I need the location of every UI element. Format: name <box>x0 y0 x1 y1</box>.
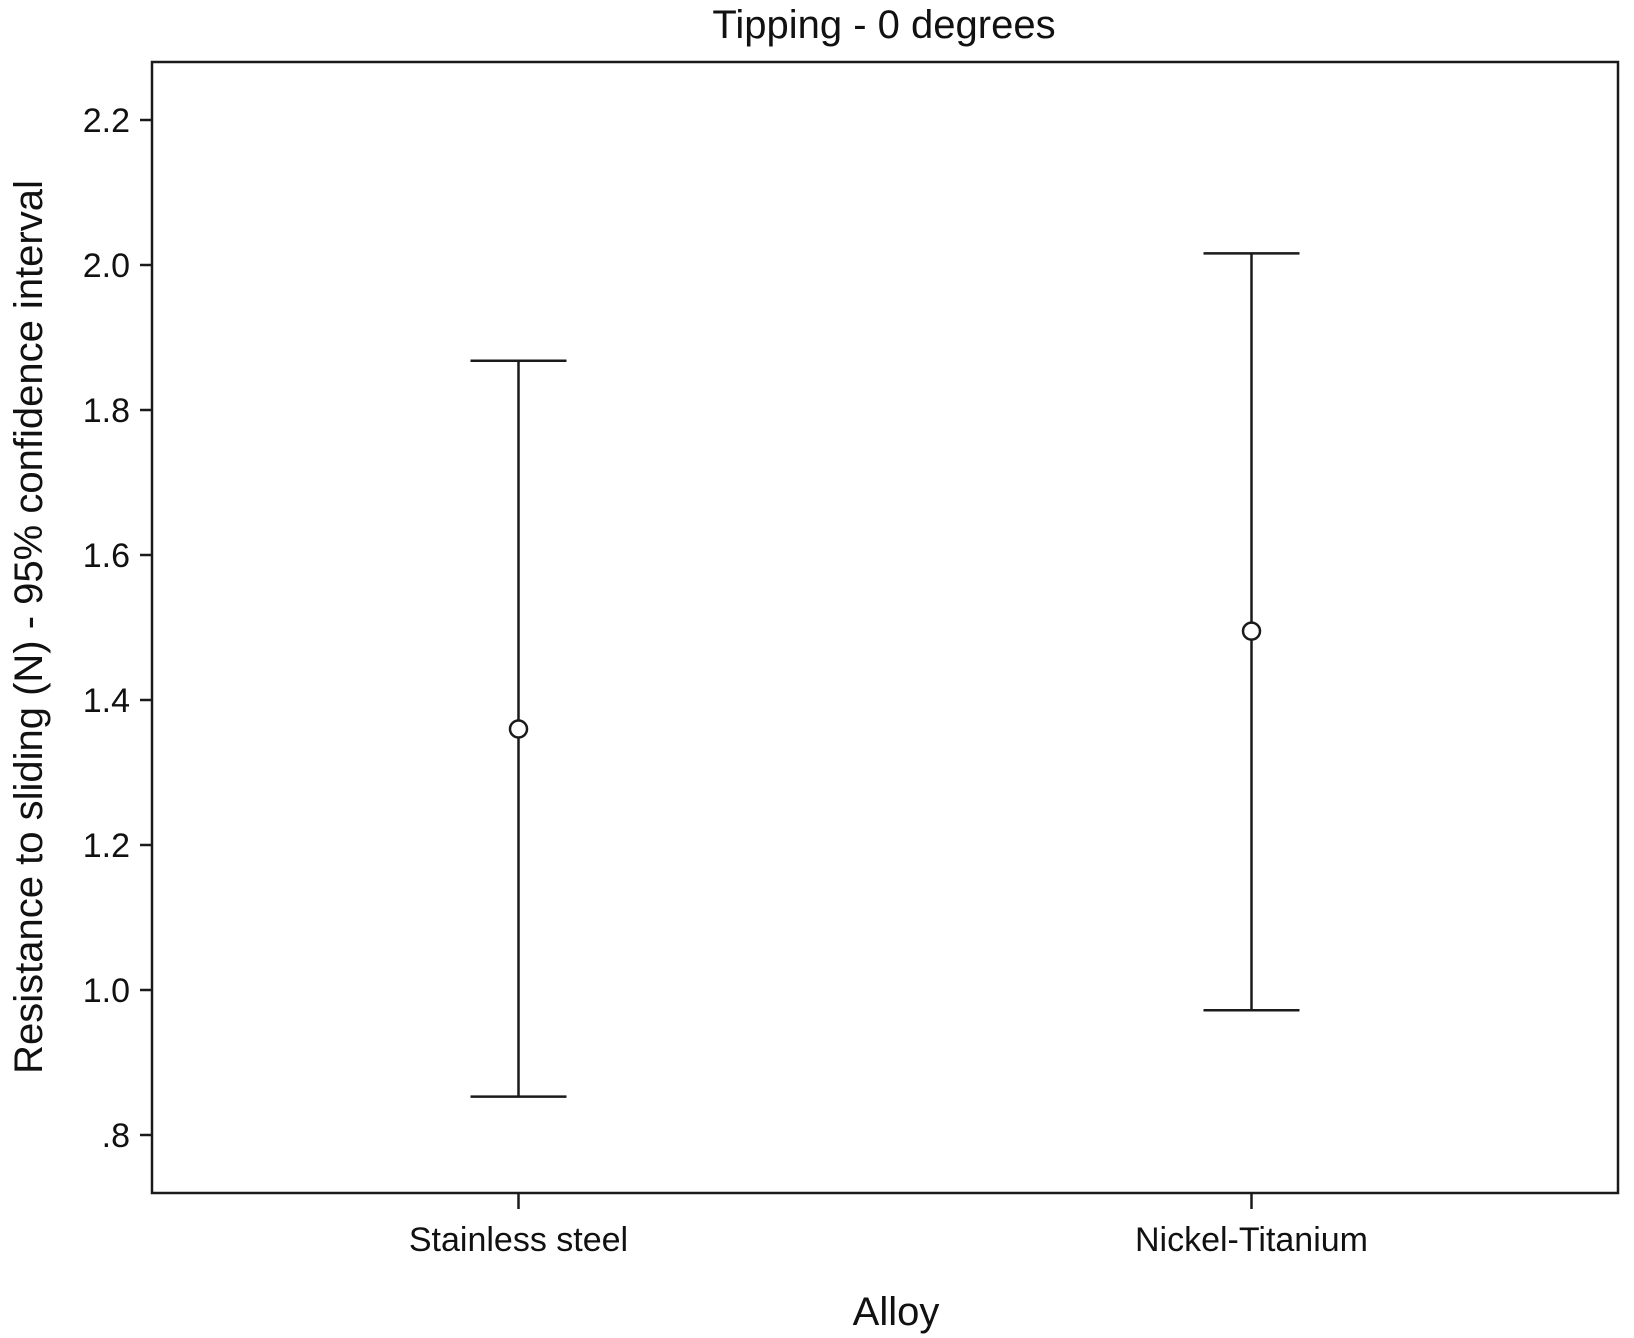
y-tick-label: 1.0 <box>83 972 130 1010</box>
error-bar <box>1203 252 1300 1012</box>
y-axis: .8 1.0 1.2 1.4 1.6 1.8 2.0 2.2 <box>83 102 152 1155</box>
y-tick-label: 2.0 <box>83 247 130 285</box>
error-bar <box>470 359 567 1098</box>
y-tick-label: 1.8 <box>83 392 130 430</box>
y-tick-label: 1.6 <box>83 537 130 575</box>
y-tick-label: 1.4 <box>83 682 130 720</box>
y-axis-label: Resistance to sliding (N) - 95% confiden… <box>7 180 51 1074</box>
y-tick-label: 1.2 <box>83 827 130 865</box>
plot-frame <box>150 60 1620 1195</box>
x-tick-label: Stainless steel <box>409 1221 628 1259</box>
x-tick-label: Nickel-Titanium <box>1135 1221 1368 1259</box>
mean-point <box>508 719 529 739</box>
chart-title: Tipping - 0 degrees <box>712 3 1055 47</box>
x-axis-label: Alloy <box>853 1290 940 1334</box>
error-bars <box>470 252 1300 1098</box>
y-tick-label: .8 <box>102 1117 130 1155</box>
x-axis: Stainless steel Nickel-Titanium <box>409 1193 1368 1259</box>
y-tick-label: 2.2 <box>83 102 130 140</box>
mean-point <box>1241 621 1262 641</box>
